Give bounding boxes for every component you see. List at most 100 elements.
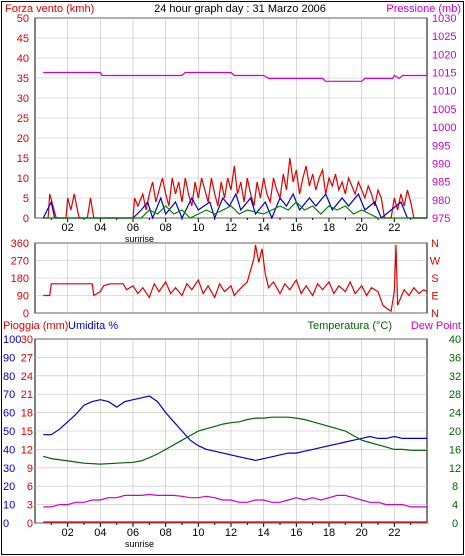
dewpoint-axis-title: Dew Point bbox=[411, 320, 461, 332]
x-tick-label: 12 bbox=[225, 527, 237, 539]
y-tick-label-left: 90 bbox=[17, 291, 29, 303]
x-tick-label: 08 bbox=[160, 527, 172, 539]
series-line bbox=[43, 416, 427, 465]
series-line bbox=[43, 493, 427, 508]
series-line bbox=[42, 192, 427, 220]
humidity-tick-label: 40 bbox=[3, 444, 15, 456]
x-tick-label: 18 bbox=[323, 222, 335, 234]
x-tick-label: 06 bbox=[127, 222, 139, 234]
x-tick-label: 22 bbox=[388, 527, 400, 539]
rain-tick-label: 27 bbox=[21, 352, 33, 364]
x-tick-label: 12 bbox=[225, 222, 237, 234]
series-line bbox=[43, 71, 427, 82]
y-tick-label-right: 980 bbox=[432, 195, 450, 207]
y-tick-label-left: 360 bbox=[11, 238, 29, 250]
wind-pressure-panel: 0510152025303540455097598098599099510001… bbox=[17, 13, 457, 244]
y-tick-label-left: 25 bbox=[17, 113, 29, 125]
y-tick-label-right: 975 bbox=[432, 213, 450, 225]
temperature-tick-label: 40 bbox=[449, 334, 461, 346]
temperature-tick-label: 20 bbox=[449, 426, 461, 438]
humidity-tick-label: 100 bbox=[3, 334, 21, 346]
x-tick-label: 06 bbox=[127, 527, 139, 539]
chart-title: 24 hour graph day : 31 Marzo 2006 bbox=[154, 3, 326, 15]
compass-label: E bbox=[431, 291, 438, 303]
compass-label: S bbox=[431, 273, 438, 285]
y-tick-label-right: 1005 bbox=[432, 104, 456, 116]
compass-label: W bbox=[430, 256, 441, 268]
series-line bbox=[43, 157, 427, 219]
x-tick-label: 20 bbox=[356, 527, 368, 539]
series-line bbox=[43, 244, 428, 313]
x-tick-label: 10 bbox=[192, 222, 204, 234]
temperature-tick-label: 4 bbox=[452, 500, 458, 512]
x-tick-label: 10 bbox=[192, 527, 204, 539]
y-tick-label-left: 0 bbox=[23, 213, 29, 225]
x-tick-label: 04 bbox=[94, 222, 106, 234]
y-tick-label-right: 1025 bbox=[432, 31, 456, 43]
x-tick-label: 14 bbox=[258, 527, 270, 539]
rain-tick-label: 0 bbox=[27, 518, 33, 530]
humidity-tick-label: 50 bbox=[3, 426, 15, 438]
humidity-tick-label: 10 bbox=[3, 500, 15, 512]
y-tick-label-right: 990 bbox=[432, 158, 450, 170]
y-tick-label-left: 45 bbox=[17, 33, 29, 45]
y-tick-label-left: 35 bbox=[17, 73, 29, 85]
x-tick-label: 04 bbox=[94, 527, 106, 539]
y-tick-label-left: 10 bbox=[17, 173, 29, 185]
y-tick-label-left: 270 bbox=[11, 256, 29, 268]
humidity-temperature-panel: Pioggia (mm) Umidita % Temperatura (°C) Dew… bbox=[3, 320, 461, 549]
rain-tick-label: 12 bbox=[21, 444, 33, 456]
rain-tick-label: 21 bbox=[21, 389, 33, 401]
y-tick-label-left: 20 bbox=[17, 133, 29, 145]
temperature-tick-label: 8 bbox=[452, 481, 458, 493]
x-tick-label: 14 bbox=[258, 222, 270, 234]
rain-tick-label: 24 bbox=[21, 371, 33, 383]
humidity-tick-label: 60 bbox=[3, 408, 15, 420]
temperature-tick-label: 16 bbox=[449, 444, 461, 456]
wind-speed-title: Forza vento (kmh) bbox=[5, 3, 94, 15]
temperature-tick-label: 12 bbox=[449, 463, 461, 475]
x-tick-label: 18 bbox=[323, 527, 335, 539]
x-tick-label: 20 bbox=[356, 222, 368, 234]
temperature-tick-label: 28 bbox=[449, 389, 461, 401]
compass-label: N bbox=[431, 308, 439, 320]
temperature-tick-label: 24 bbox=[449, 408, 461, 420]
temperature-tick-label: 0 bbox=[452, 518, 458, 530]
pressure-title: Pressione (mb) bbox=[386, 3, 461, 15]
temperature-axis-title: Temperatura (°C) bbox=[308, 320, 392, 332]
y-tick-label-left: 40 bbox=[17, 53, 29, 65]
series-line bbox=[43, 201, 427, 219]
temperature-tick-label: 36 bbox=[449, 352, 461, 364]
y-tick-label-right: 1000 bbox=[432, 122, 456, 134]
y-tick-label-left: 5 bbox=[23, 193, 29, 205]
y-tick-label-right: 1015 bbox=[432, 68, 456, 80]
y-tick-label-right: 985 bbox=[432, 177, 450, 189]
y-tick-label-left: 50 bbox=[17, 13, 29, 25]
y-tick-label-right: 1010 bbox=[432, 86, 456, 98]
y-tick-label-left: 15 bbox=[17, 153, 29, 165]
humidity-axis-title: Umidita % bbox=[68, 320, 118, 332]
humidity-tick-label: 20 bbox=[3, 481, 15, 493]
humidity-tick-label: 70 bbox=[3, 389, 15, 401]
rain-tick-label: 6 bbox=[27, 481, 33, 493]
humidity-tick-label: 90 bbox=[3, 352, 15, 364]
y-tick-label-right: 1020 bbox=[432, 49, 456, 61]
rain-axis-title: Pioggia (mm) bbox=[3, 320, 68, 332]
y-tick-label-right: 995 bbox=[432, 140, 450, 152]
sunrise-label: sunrise bbox=[125, 234, 154, 244]
x-tick-label: 08 bbox=[160, 222, 172, 234]
x-tick-label: 22 bbox=[388, 222, 400, 234]
sunrise-label: sunrise bbox=[125, 539, 154, 549]
humidity-tick-label: 0 bbox=[3, 518, 9, 530]
y-tick-label-left: 0 bbox=[23, 308, 29, 320]
humidity-tick-label: 80 bbox=[3, 371, 15, 383]
temperature-tick-label: 32 bbox=[449, 371, 461, 383]
series-line bbox=[43, 395, 427, 462]
rain-tick-label: 15 bbox=[21, 426, 33, 438]
rain-tick-label: 18 bbox=[21, 408, 33, 420]
y-tick-label-right: 1030 bbox=[432, 13, 456, 25]
x-tick-label: 02 bbox=[62, 222, 74, 234]
